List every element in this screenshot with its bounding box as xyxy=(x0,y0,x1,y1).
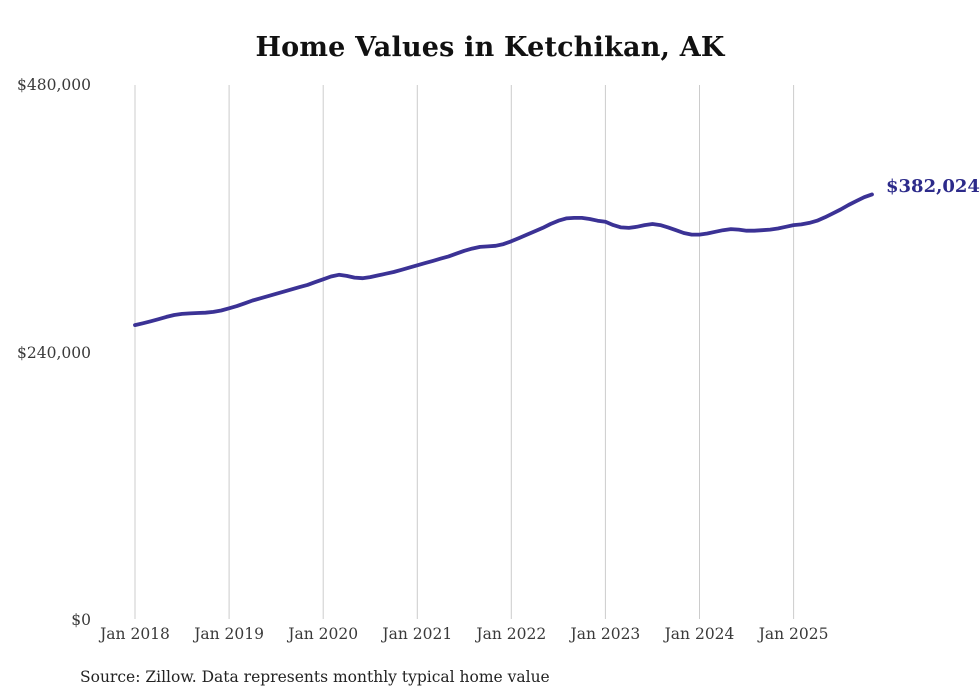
latest-value-label: $382,024 xyxy=(886,176,980,197)
y-axis-tick-240000: $240,000 xyxy=(17,344,91,362)
x-axis-tick-jan-2021: Jan 2021 xyxy=(382,625,453,643)
y-axis-tick-480000: $480,000 xyxy=(17,76,91,94)
chart-title: Home Values in Ketchikan, AK xyxy=(255,32,725,63)
y-axis-tick-0: $0 xyxy=(71,611,91,629)
x-axis-tick-jan-2022: Jan 2022 xyxy=(476,625,547,643)
home-value-series-line xyxy=(133,192,874,328)
x-axis-tick-jan-2024: Jan 2024 xyxy=(664,625,735,643)
source-attribution: Source: Zillow. Data represents monthly … xyxy=(80,668,550,686)
x-axis-tick-jan-2023: Jan 2023 xyxy=(570,625,641,643)
x-axis-tick-jan-2020: Jan 2020 xyxy=(288,625,359,643)
x-axis-tick-jan-2018: Jan 2018 xyxy=(100,625,170,643)
x-axis-tick-jan-2025: Jan 2025 xyxy=(758,625,829,643)
x-axis-tick-jan-2019: Jan 2019 xyxy=(194,625,264,643)
